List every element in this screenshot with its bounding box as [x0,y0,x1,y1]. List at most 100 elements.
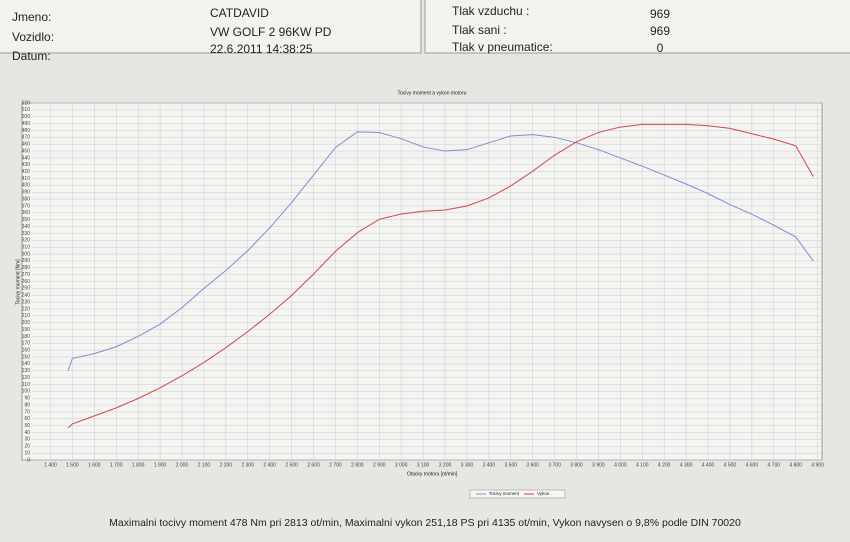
x-tick-label: 3 400 [483,462,496,468]
condition-value: 969 [650,7,670,21]
y-tick-label: 120 [22,375,31,381]
series-line [67,123,814,429]
y-tick-label: 350 [22,217,31,223]
y-tick-label: 200 [22,320,31,326]
field-label: Datum: [12,49,51,63]
y-tick-label: 330 [22,231,31,237]
y-tick-label: 300 [22,251,31,257]
x-tick-label: 2 700 [329,462,342,468]
x-tick-label: 1 900 [154,462,167,468]
y-tick-label: 410 [22,176,31,182]
x-tick-label: 4 700 [768,462,781,468]
x-axis-label: Otacky motoru [ot/min] [407,471,458,477]
x-tick-label: 1 500 [66,462,79,468]
y-tick-label: 270 [22,272,31,278]
y-tick-label: 80 [24,402,30,408]
series-line [67,131,814,371]
y-tick-label: 310 [22,245,31,251]
x-tick-label: 2 400 [263,462,276,468]
y-tick-label: 470 [22,135,31,141]
x-tick-label: 2 200 [220,462,233,468]
x-tick-label: 4 500 [724,462,737,468]
y-tick-label: 210 [22,313,31,319]
x-tick-label: 1 800 [132,462,145,468]
x-tick-label: 4 800 [789,462,802,468]
x-tick-label: 3 800 [570,462,583,468]
legend-label: Vykon [537,491,550,496]
field-value: VW GOLF 2 96KW PD [210,25,332,39]
y-tick-label: 70 [24,409,30,415]
y-tick-label: 260 [22,279,31,285]
x-tick-label: 1 400 [44,462,57,468]
y-tick-label: 390 [22,190,31,196]
x-tick-label: 3 300 [461,462,474,468]
y-tick-label: 150 [22,354,31,360]
x-tick-label: 3 500 [505,462,518,468]
y-tick-label: 140 [22,361,31,367]
x-tick-label: 2 500 [285,462,298,468]
condition-label: Tlak vzduchu : [452,4,529,18]
y-tick-label: 130 [22,368,31,374]
y-tick-label: 500 [22,114,31,120]
y-tick-label: 0 [27,457,30,463]
y-tick-label: 110 [22,382,30,388]
x-tick-label: 1 700 [110,462,123,468]
y-tick-label: 40 [24,430,30,436]
x-tick-label: 2 100 [198,462,211,468]
footer: Maximalni tocivy moment 478 Nm pri 2813 … [109,517,741,529]
condition-label: Tlak v pneumatice: [452,40,553,54]
x-tick-label: 4 900 [811,462,824,468]
field-label: Jmeno: [12,10,51,24]
y-tick-label: 10 [24,450,30,456]
y-tick-label: 90 [24,396,30,402]
x-tick-label: 4 600 [746,462,759,468]
y-tick-label: 290 [22,258,31,264]
condition-label: Tlak sani : [452,23,507,37]
y-tick-label: 400 [22,183,31,189]
x-tick-label: 2 600 [307,462,320,468]
x-tick-label: 4 100 [636,462,649,468]
condition-value: 969 [650,24,670,38]
x-tick-label: 3 900 [592,462,605,468]
y-tick-label: 160 [22,347,31,353]
y-tick-label: 360 [22,210,31,216]
y-tick-label: 450 [22,148,31,154]
field-value: 22.6.2011 14:38:25 [210,42,313,56]
y-tick-label: 380 [22,196,31,202]
vehicle-box [0,0,422,54]
y-tick-label: 440 [22,155,31,161]
y-tick-label: 430 [22,162,31,168]
y-tick-label: 250 [22,286,31,292]
condition-value: 0 [657,41,664,55]
y-tick-label: 370 [22,203,31,209]
x-tick-label: 2 800 [351,462,364,468]
x-tick-label: 3 000 [395,462,408,468]
y-tick-label: 230 [22,299,31,305]
y-tick-label: 30 [24,437,30,443]
legend-label: Tocivy moment [489,491,520,496]
x-tick-label: 2 000 [176,462,189,468]
y-tick-label: 320 [22,238,31,244]
x-tick-label: 3 700 [548,462,561,468]
y-tick-label: 480 [22,128,31,134]
x-tick-label: 2 900 [373,462,386,468]
x-tick-label: 2 300 [241,462,254,468]
y-tick-label: 280 [22,265,31,271]
x-tick-label: 4 200 [658,462,671,468]
y-tick-label: 520 [22,100,31,106]
y-tick-label: 60 [24,416,30,422]
y-tick-label: 180 [22,334,31,340]
x-tick-label: 4 300 [680,462,693,468]
x-tick-label: 3 200 [439,462,452,468]
x-tick-label: 3 600 [526,462,539,468]
y-tick-label: 460 [22,142,31,148]
conditions-box [424,0,850,54]
x-tick-label: 3 100 [417,462,430,468]
x-tick-label: 4 000 [614,462,627,468]
y-axis-label: Tocivy moment [Nm] [15,259,21,305]
y-tick-label: 170 [22,341,31,347]
x-tick-label: 1 600 [88,462,101,468]
y-tick-label: 340 [22,224,31,230]
y-tick-label: 420 [22,169,31,175]
